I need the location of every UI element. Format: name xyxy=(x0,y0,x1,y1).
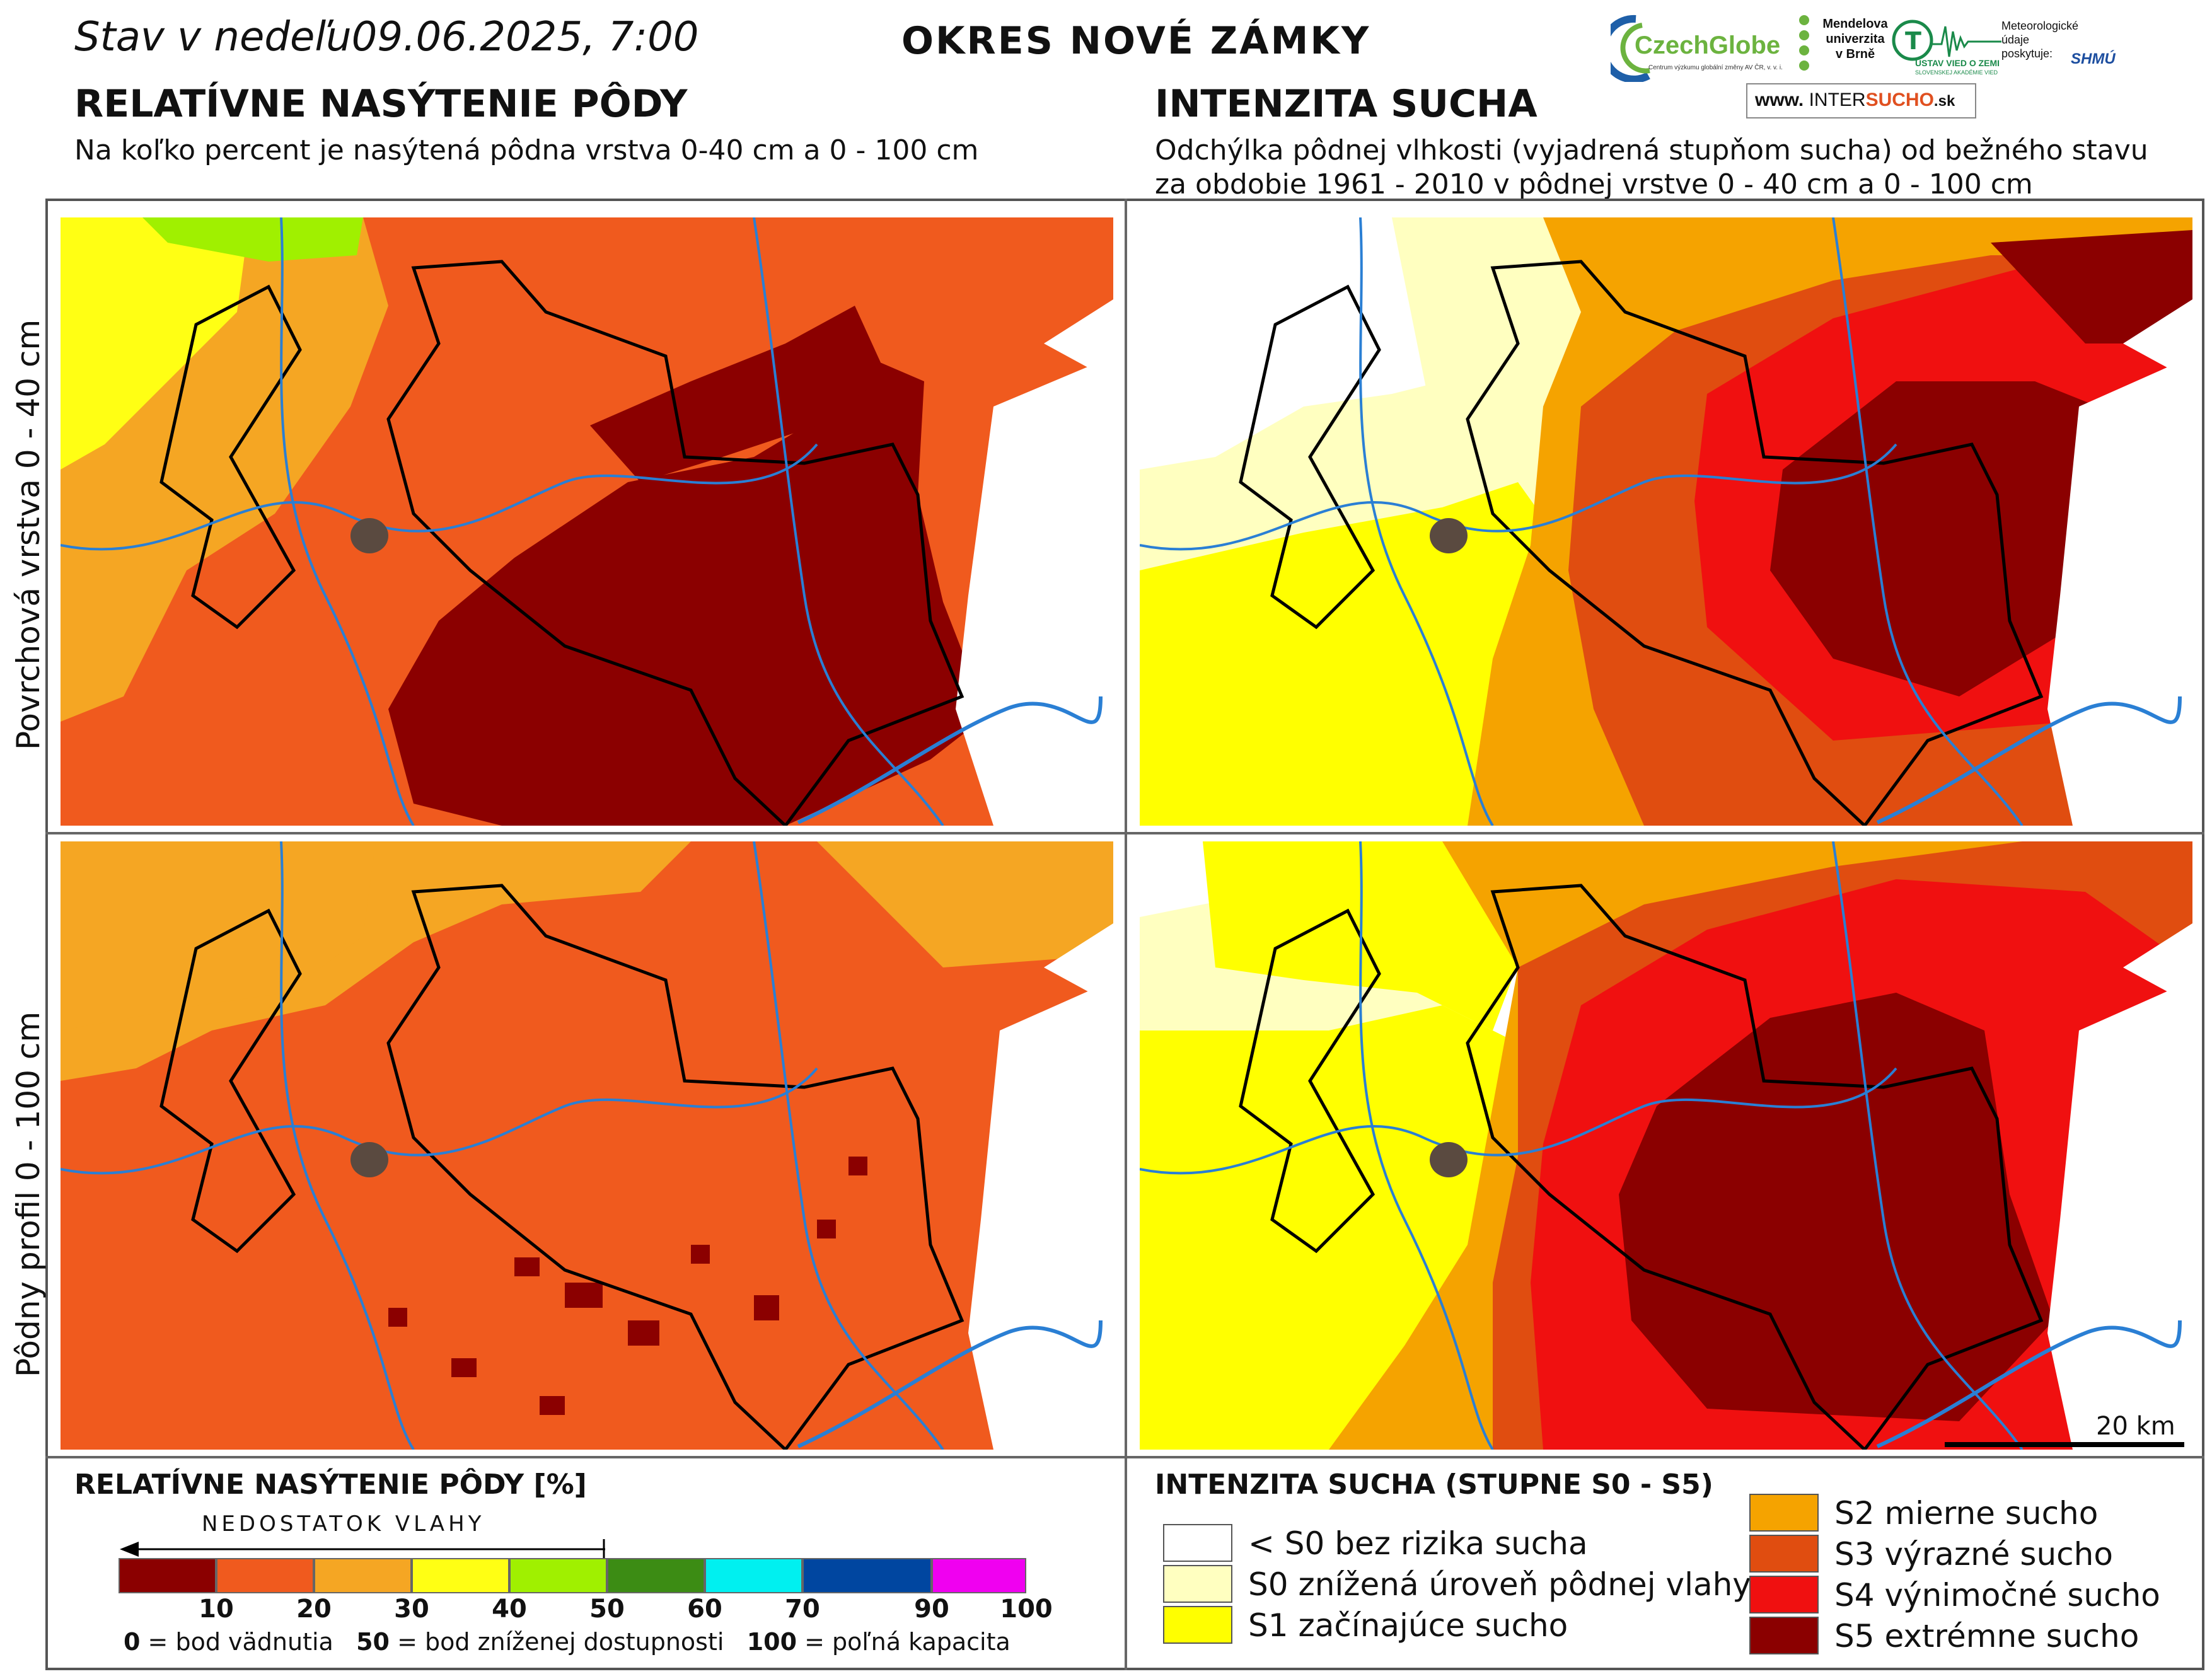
colorbar-tick: 100 xyxy=(1000,1595,1053,1624)
map-saturation-topsoil xyxy=(61,217,1113,826)
panel-divider-vertical xyxy=(1125,199,1127,1459)
svg-text:T: T xyxy=(1905,27,1921,55)
note-b-text: = bod zníženej dostupnosti xyxy=(397,1628,724,1656)
shmu-mark: SHMÚ xyxy=(2071,50,2116,67)
intersucho-a: INTER xyxy=(1809,89,1866,110)
ustav-subtitle: SLOVENSKEJ AKADÉMIE VIED xyxy=(1915,69,1998,76)
legend-divider-vertical xyxy=(1125,1456,1127,1670)
legend-swatch xyxy=(1749,1535,1819,1573)
legend-left-title: RELATÍVNE NASÝTENIE PÔDY [%] xyxy=(74,1469,587,1501)
right-section-subtitle-1: Odchýlka pôdnej vlhkosti (vyjadrená stup… xyxy=(1155,134,2148,166)
note-a-num: 0 xyxy=(124,1628,141,1656)
colorbar-cell xyxy=(802,1558,932,1593)
colorbar-tick: 30 xyxy=(394,1595,429,1624)
colorbar-tick: 60 xyxy=(687,1595,722,1624)
colorbar-cell xyxy=(314,1558,412,1593)
intersucho-b: SUCHO xyxy=(1865,89,1934,110)
legend-label: S1 začínajúce sucho xyxy=(1248,1607,1568,1644)
intersucho-logo: www. INTERSUCHO.sk xyxy=(1746,83,1976,118)
ustav-seismo-icon: T xyxy=(1892,20,2001,61)
legend-label: S0 znížená úroveň pôdnej vlahy xyxy=(1248,1566,1751,1603)
left-section-subtitle: Na koľko percent je nasýtená pôdna vrstv… xyxy=(74,134,979,166)
colorbar-cell xyxy=(509,1558,607,1593)
colorbar-tick: 20 xyxy=(296,1595,332,1624)
map-drought-topsoil xyxy=(1140,217,2192,826)
legend-label: S3 výrazné sucho xyxy=(1834,1536,2113,1573)
colorbar-tick: 10 xyxy=(199,1595,234,1624)
legend-label: S5 extrémne sucho xyxy=(1834,1618,2140,1654)
right-section-title: INTENZITA SUCHA xyxy=(1155,82,1537,126)
mendel-name: Mendelova univerzita v Brně xyxy=(1822,17,1888,61)
intersucho-prefix: www. xyxy=(1755,89,1804,110)
czechglobe-subtitle: Centrum výzkumu globální změny AV ČR, v.… xyxy=(1648,64,1783,71)
colorbar-cell xyxy=(932,1558,1026,1593)
map-saturation-profile xyxy=(61,841,1113,1450)
legend-label: < S0 bez rizika sucha xyxy=(1248,1525,1588,1562)
row-label-bottom: Pôdny profil 0 - 100 cm xyxy=(10,1011,47,1377)
note-c-num: 100 xyxy=(746,1628,797,1656)
ustav-name: ÚSTAV VIED O ZEMI xyxy=(1915,58,2000,68)
colorbar-cell xyxy=(216,1558,314,1593)
colorbar-tick: 70 xyxy=(785,1595,820,1624)
mendel-logo: Mendelova univerzita v Brně xyxy=(1797,14,1891,83)
czechglobe-logo: CzechGlobe Centrum výzkumu globální změn… xyxy=(1599,13,1793,83)
note-c-text: = poľná kapacita xyxy=(804,1628,1010,1656)
colorbar-tick: 90 xyxy=(914,1595,949,1624)
legend-label: S4 výnimočné sucho xyxy=(1834,1577,2160,1613)
left-section-title: RELATÍVNE NASÝTENIE PÔDY xyxy=(74,82,688,126)
row-label-top: Povrchová vrstva 0 - 40 cm xyxy=(10,319,47,750)
colorbar-ticks: 10 20 30 40 50 60 70 90 100 xyxy=(119,1595,1053,1626)
colorbar-tick: 40 xyxy=(492,1595,527,1624)
district-title: OKRES NOVÉ ZÁMKY xyxy=(901,19,1371,63)
ustav-logo: T ÚSTAV VIED O ZEMI SLOVENSKEJ AKADÉMIE … xyxy=(1891,19,2001,82)
nedostatok-arrow-icon xyxy=(120,1539,605,1559)
map-drought-profile xyxy=(1140,841,2192,1450)
legend-swatch xyxy=(1163,1524,1232,1562)
colorbar-cell xyxy=(119,1558,216,1593)
panel-divider-horizontal xyxy=(45,832,2204,834)
colorbar-cell xyxy=(607,1558,705,1593)
date-line: Stav v nedeľu09.06.2025, 7:00 xyxy=(74,14,699,61)
legend-swatch xyxy=(1749,1576,1819,1613)
colorbar-cell xyxy=(705,1558,802,1593)
mendel-dots-icon xyxy=(1799,15,1809,71)
meteo-text: Meteorologické údaje poskytuje: xyxy=(2001,20,2079,60)
czechglobe-name: CzechGlobe xyxy=(1635,32,1781,59)
note-b-num: 50 xyxy=(356,1628,390,1656)
meteo-logo: Meteorologické údaje poskytuje: SHMÚ xyxy=(2001,19,2128,82)
colorbar-tick: 50 xyxy=(589,1595,625,1624)
intersucho-suffix: .sk xyxy=(1933,93,1955,110)
legend-swatch xyxy=(1749,1617,1819,1654)
legend-swatch xyxy=(1163,1606,1232,1644)
colorbar xyxy=(119,1558,1026,1593)
scale-bar-label: 20 km xyxy=(2096,1412,2175,1441)
note-a-text: = bod vädnutia xyxy=(148,1628,333,1656)
legend-label: S2 mierne sucho xyxy=(1834,1495,2099,1532)
scale-bar xyxy=(1945,1442,2184,1447)
right-section-subtitle-2: za obdobie 1961 - 2010 v pôdnej vrstve 0… xyxy=(1155,168,2033,200)
legend-right-title: INTENZITA SUCHA (STUPNE S0 - S5) xyxy=(1155,1469,1713,1501)
legend-swatch xyxy=(1163,1565,1232,1603)
colorbar-cell xyxy=(412,1558,509,1593)
legend-left-note: 0 = bod vädnutia 50 = bod zníženej dostu… xyxy=(124,1628,1010,1656)
nedostatok-label: NEDOSTATOK VLAHY xyxy=(202,1511,485,1537)
legend-swatch xyxy=(1749,1494,1819,1532)
